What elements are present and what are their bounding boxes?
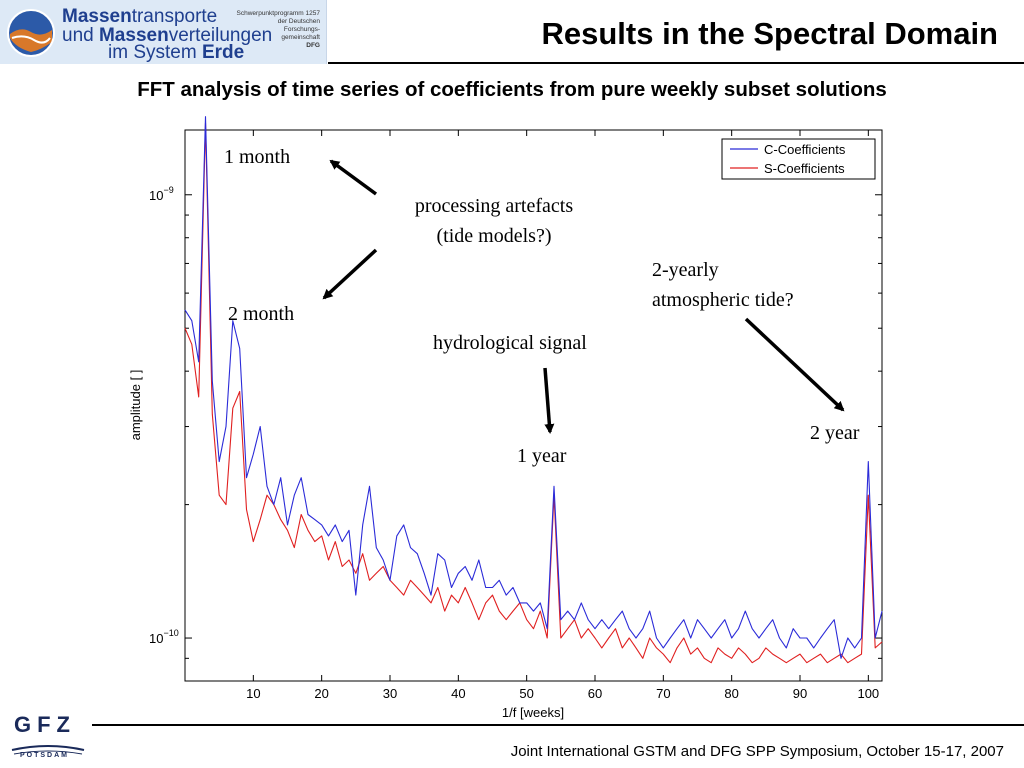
legend-box [721,138,876,180]
slide-subtitle: FFT analysis of time series of coefficie… [137,78,887,101]
legend: C-Coefficients S-Coefficients [721,138,876,180]
x-axis-label: 1/f [weeks] [502,705,564,720]
arrow-to-1-year [543,367,555,434]
series-line-c-coefficients [184,116,883,659]
arrow-to-2-year [744,317,845,412]
header-logo: Massentransporte und Massenverteilungen … [0,0,327,64]
y-axis-label: amplitude [ ] [128,370,143,441]
annotation-2-month: 2 month [228,303,294,325]
annotation-tide-2: atmospheric tide? [652,289,794,311]
footer-divider [92,724,1024,726]
dfg-program-text: Schwerpunktprogramm 1257 der Deutschen F… [236,10,320,49]
x-tick-label: 20 [314,686,328,701]
x-tick-label: 50 [519,686,533,701]
page-title: Results in the Spectral Domain [541,16,999,51]
x-tick-label: 60 [588,686,602,701]
series-line-s-coefficients [184,122,883,664]
annotation-tide-1: 2-yearly [652,259,719,281]
x-tick-label: 80 [724,686,738,701]
legend-label-s: S-Coefficients [764,161,845,176]
legend-label-c: C-Coefficients [764,142,846,157]
x-tick-label: 10 [246,686,260,701]
arrow-to-2-month [322,248,378,300]
annotation-1-year: 1 year [517,445,567,467]
series-layer [184,116,883,664]
annotation-processing-1: processing artefacts [415,195,573,217]
x-tick-label: 30 [383,686,397,701]
globe-icon [7,9,55,57]
x-tick-label: 40 [451,686,465,701]
logo-line-1: Massentransporte [62,6,218,27]
annotation-1-month: 1 month [224,146,290,168]
annotation-2-year: 2 year [810,422,860,444]
x-tick-label: 90 [793,686,807,701]
footer-text: Joint International GSTM and DFG SPP Sym… [510,743,1004,760]
logo-line-3: im System Erde [108,42,245,63]
title-divider [328,62,1024,64]
axis-ticks: 10 20 30 40 50 60 70 80 90 100 10−9 10−10 [149,130,882,701]
x-tick-label: 100 [857,686,879,701]
x-tick-label: 70 [656,686,670,701]
plot-frame [184,129,883,682]
arrow-to-1-month [329,159,378,196]
gfz-logo-text: GFZ [14,712,76,737]
y-tick-label: 10−9 [149,185,174,203]
y-tick-label: 10−10 [149,628,179,646]
logo-line-2: und Massenverteilungen [62,25,273,46]
annotation-hydro: hydrological signal [433,332,587,354]
gfz-logo-subtext: POTSDAM [20,752,69,759]
annotation-processing-2: (tide models?) [437,225,552,247]
